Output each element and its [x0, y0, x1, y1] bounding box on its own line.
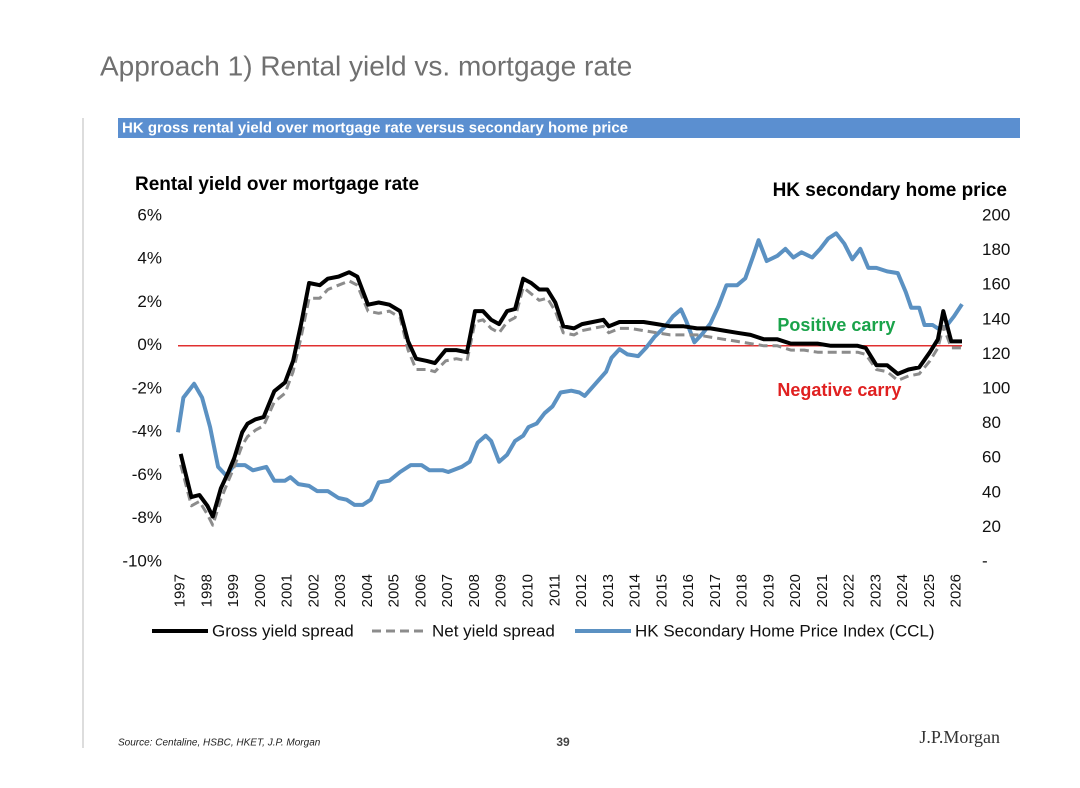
- y2-axis-label: HK secondary home price: [773, 180, 1007, 201]
- x-tick-label: 2010: [519, 574, 536, 607]
- annotation: Positive carry: [777, 315, 895, 335]
- x-tick-label: 2007: [439, 574, 456, 607]
- series-line: [176, 231, 964, 507]
- logo: J.P.Morgan: [919, 727, 1000, 747]
- y2-tick-label: 180: [982, 240, 1010, 259]
- x-tick-label: 1998: [198, 574, 215, 607]
- annotation: Negative carry: [777, 380, 901, 400]
- x-tick-label: 2004: [359, 574, 376, 607]
- x-tick-label: 2012: [573, 574, 590, 607]
- x-tick-label: 2019: [760, 574, 777, 607]
- y2-tick-label: 100: [982, 378, 1010, 397]
- y-tick-label: -2%: [132, 378, 162, 397]
- x-tick-label: 2022: [841, 574, 858, 607]
- x-tick-label: 2006: [412, 574, 429, 607]
- y-tick-label: 0%: [137, 335, 162, 354]
- chart-title: HK gross rental yield over mortgage rate…: [122, 119, 628, 136]
- y2-tick-label: 160: [982, 275, 1010, 294]
- y2-tick-label: 200: [982, 205, 1010, 224]
- x-tick-label: 2011: [546, 574, 563, 606]
- x-tick-label: 2026: [948, 574, 965, 607]
- y2-tick-label: 20: [982, 517, 1001, 536]
- x-tick-label: 2024: [894, 574, 911, 607]
- x-tick-label: 1997: [172, 574, 189, 607]
- x-tick-label: 2018: [734, 574, 751, 607]
- y2-tick-label: -: [982, 551, 988, 570]
- x-tick-label: 2023: [867, 574, 884, 607]
- x-tick-label: 2014: [627, 574, 644, 607]
- x-tick-label: 2017: [707, 574, 724, 607]
- x-tick-label: 2000: [252, 574, 269, 607]
- y2-tick-label: 80: [982, 413, 1001, 432]
- slide-title: Approach 1) Rental yield vs. mortgage ra…: [100, 50, 632, 81]
- y-axis-label: Rental yield over mortgage rate: [135, 174, 419, 195]
- y-tick-label: 2%: [137, 292, 162, 311]
- legend-label: Net yield spread: [432, 621, 555, 640]
- x-tick-label: 2013: [600, 574, 617, 607]
- page-number: 39: [556, 735, 570, 749]
- x-tick-label: 2020: [787, 574, 804, 607]
- x-tick-label: 2016: [680, 574, 697, 607]
- y2-tick-label: 140: [982, 309, 1010, 328]
- x-tick-label: 2025: [921, 574, 938, 607]
- y2-tick-label: 40: [982, 482, 1001, 501]
- y-tick-label: -8%: [132, 508, 162, 527]
- x-tick-label: 1999: [225, 574, 242, 607]
- banner: [118, 118, 1020, 138]
- x-tick-label: 2003: [332, 574, 349, 607]
- x-tick-label: 2001: [279, 574, 296, 607]
- legend-label: Gross yield spread: [212, 621, 354, 640]
- x-tick-label: 2008: [466, 574, 483, 607]
- y-tick-label: -10%: [122, 551, 162, 570]
- series-line: [178, 270, 962, 519]
- y2-tick-label: 120: [982, 344, 1010, 363]
- y-tick-label: 6%: [137, 205, 162, 224]
- y-tick-label: -6%: [132, 465, 162, 484]
- x-tick-label: 2009: [493, 574, 510, 607]
- series-line: [179, 279, 962, 527]
- x-tick-label: 2002: [305, 574, 322, 607]
- x-tick-label: 2005: [386, 574, 403, 607]
- legend-label: HK Secondary Home Price Index (CCL): [635, 621, 935, 640]
- y-tick-label: -4%: [132, 422, 162, 441]
- y-tick-label: 4%: [137, 249, 162, 268]
- x-tick-label: 2015: [653, 574, 670, 607]
- y2-tick-label: 60: [982, 448, 1001, 467]
- x-tick-label: 2021: [814, 574, 831, 607]
- source: Source: Centaline, HSBC, HKET, J.P. Morg…: [118, 738, 321, 749]
